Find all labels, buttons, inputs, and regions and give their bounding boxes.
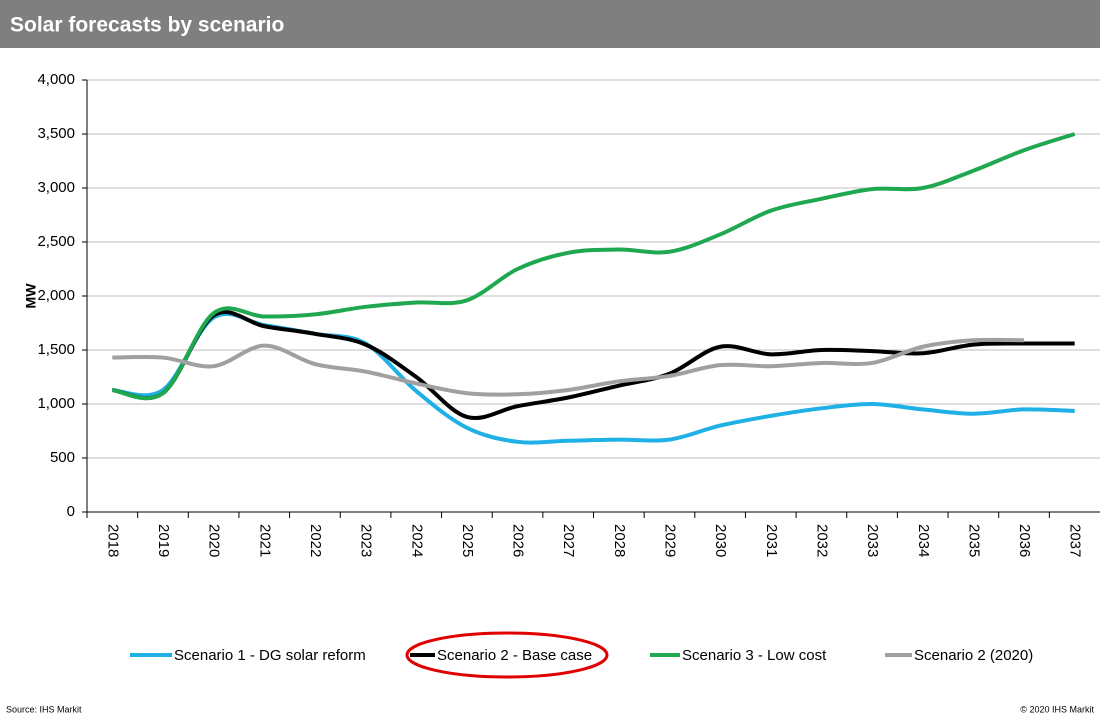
x-tick-label: 2023 [358, 524, 375, 557]
x-tick-label: 2031 [763, 524, 780, 557]
x-tick-label: 2018 [104, 524, 121, 557]
x-tick-label: 2024 [408, 524, 425, 557]
x-tick-label: 2030 [712, 524, 729, 557]
x-tick-label: 2029 [662, 524, 679, 557]
legend-label: Scenario 3 - Low cost [682, 647, 827, 664]
y-tick-label: 1,000 [37, 395, 75, 412]
x-tick-label: 2037 [1067, 524, 1084, 557]
y-tick-label: 4,000 [37, 71, 75, 88]
y-axis-label: MW [23, 283, 39, 309]
series-line [112, 311, 1075, 445]
title-bar [0, 0, 1100, 48]
x-tick-label: 2026 [510, 524, 527, 557]
source: Source: IHS Markit [6, 704, 82, 714]
x-tick-label: 2035 [965, 524, 982, 557]
legend-label: Scenario 2 (2020) [914, 647, 1033, 664]
y-tick-label: 500 [50, 449, 75, 466]
series-line [111, 132, 1076, 401]
x-tick-label: 2032 [813, 524, 830, 557]
x-tick-label: 2028 [611, 524, 628, 557]
x-tick-label: 2020 [206, 524, 223, 557]
legend-label: Scenario 2 - Base case [437, 647, 592, 664]
y-tick-label: 2,500 [37, 233, 75, 250]
x-tick-label: 2022 [307, 524, 324, 557]
x-tick-label: 2033 [864, 524, 881, 557]
y-tick-label: 2,000 [37, 287, 75, 304]
series-line [111, 309, 1075, 421]
chart-title: Solar forecasts by scenario [10, 14, 284, 37]
x-tick-label: 2036 [1016, 524, 1033, 557]
y-tick-label: 0 [67, 503, 75, 520]
series-line [112, 337, 1025, 397]
x-tick-label: 2025 [459, 524, 476, 557]
copyright: © 2020 IHS Markit [1020, 704, 1094, 714]
legend-label: Scenario 1 - DG solar reform [174, 647, 366, 664]
x-tick-label: 2034 [915, 524, 932, 557]
y-tick-label: 3,000 [37, 179, 75, 196]
highlight-ellipse [405, 631, 609, 679]
x-tick-label: 2019 [155, 524, 172, 557]
y-tick-label: 3,500 [37, 125, 75, 142]
x-tick-label: 2027 [560, 524, 577, 557]
y-tick-label: 1,500 [37, 341, 75, 358]
x-tick-label: 2021 [256, 524, 273, 557]
